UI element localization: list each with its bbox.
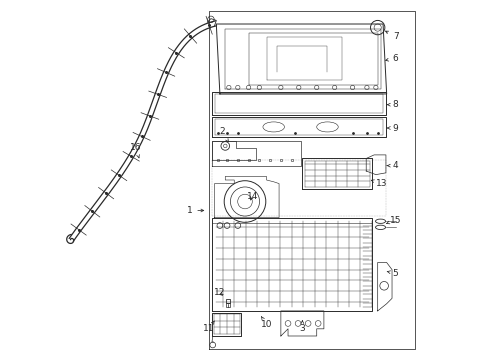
- Text: 4: 4: [387, 161, 398, 170]
- Text: 8: 8: [387, 100, 398, 109]
- Text: 6: 6: [386, 54, 398, 63]
- Text: 7: 7: [386, 31, 398, 41]
- Text: 11: 11: [203, 321, 215, 333]
- Text: 1: 1: [187, 206, 204, 215]
- Text: 2: 2: [219, 127, 228, 141]
- Text: 15: 15: [387, 216, 401, 225]
- Text: 9: 9: [387, 123, 398, 132]
- Text: 3: 3: [299, 321, 305, 333]
- Text: 14: 14: [246, 192, 258, 201]
- Text: 10: 10: [261, 317, 272, 329]
- Text: 16: 16: [130, 143, 142, 158]
- Text: 13: 13: [371, 179, 387, 188]
- Text: 12: 12: [214, 288, 225, 297]
- Text: 5: 5: [387, 269, 398, 278]
